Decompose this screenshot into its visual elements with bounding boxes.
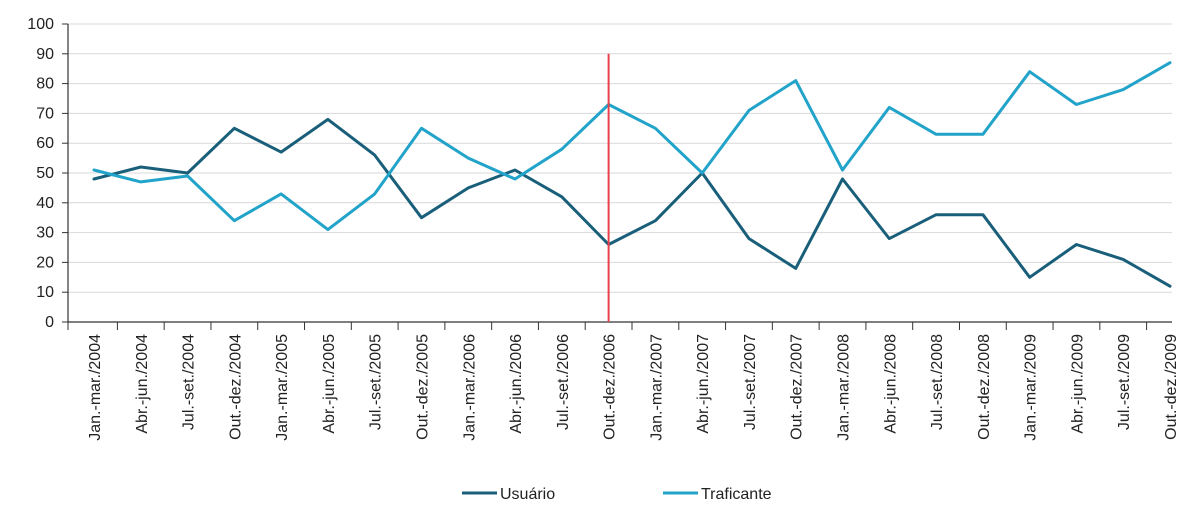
x-tick-label: Abr.-jun./2009: [1069, 334, 1086, 434]
y-tick-label: 90: [36, 46, 54, 63]
y-tick-label: 30: [36, 225, 54, 242]
x-tick-label: Out.-dez./2007: [789, 334, 806, 440]
y-tick-label: 40: [36, 195, 54, 212]
x-tick-label: Out.-dez./2004: [227, 334, 244, 440]
x-tick-label: Abr.-jun./2004: [134, 334, 151, 434]
grid: [68, 23, 1172, 323]
x-axis: Jan.-mar./2004 Abr.-jun./2004 Jul.-set./20…: [67, 321, 1180, 441]
series-line-traficante: [92, 61, 1172, 232]
series-line-usuario: [92, 117, 1172, 288]
x-tick-label: Jul.-set./2008: [929, 334, 946, 430]
x-tick-label: Jan.-mar./2004: [87, 334, 104, 441]
y-tick-label: 10: [36, 284, 54, 301]
y-tick-label: 60: [36, 135, 54, 152]
y-tick-label: 100: [27, 16, 54, 33]
y-tick-label: 0: [45, 314, 54, 331]
x-tick-label: Jul.-set./2006: [555, 334, 572, 430]
x-tick-label: Abr.-jun./2006: [508, 334, 525, 434]
y-tick-label: 80: [36, 76, 54, 93]
x-tick-label: Out.-dez./2009: [1163, 334, 1180, 440]
x-tick-label: Out.-dez./2008: [976, 334, 993, 440]
x-tick-label: Abr.-jun./2007: [695, 334, 712, 434]
legend: Usuário Traficante: [462, 486, 772, 503]
x-tick-label: Abr.-jun./2008: [882, 334, 899, 434]
x-tick-label: Jul.-set./2005: [368, 334, 385, 430]
legend-label: Usuário: [500, 486, 555, 503]
x-tick-label: Jan.-mar./2008: [836, 334, 853, 441]
x-tick-label: Jul.-set./2007: [742, 334, 759, 430]
x-tick-label: Jul.-set./2009: [1116, 334, 1133, 430]
series-lines: [92, 61, 1172, 288]
y-tick-label: 20: [36, 254, 54, 271]
y-tick-label: 70: [36, 105, 54, 122]
x-tick-label: Out.-dez./2005: [414, 334, 431, 440]
x-tick-label: Jan.-mar./2009: [1023, 334, 1040, 441]
x-tick-label: Jan.-mar./2007: [648, 334, 665, 441]
x-tick-label: Jul.-set./2004: [181, 334, 198, 430]
legend-label: Traficante: [701, 486, 772, 503]
x-tick-label: Out.-dez./2006: [602, 334, 619, 440]
y-axis: 0 10 20 30 40 50 60 70 80 90 100: [27, 16, 69, 331]
y-tick-label: 50: [36, 165, 54, 182]
x-tick-label: Jan.-mar./2006: [461, 334, 478, 441]
x-tick-label: Jan.-mar./2005: [274, 334, 291, 441]
x-tick-label: Abr.-jun./2005: [321, 334, 338, 434]
